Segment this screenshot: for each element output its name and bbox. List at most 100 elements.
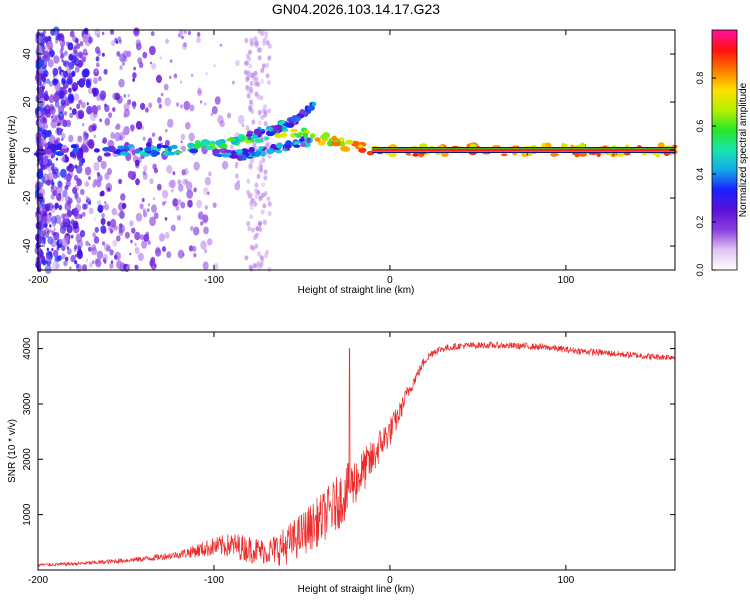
noise-cell (84, 180, 90, 188)
noise-cell (97, 50, 102, 57)
noise-cell (47, 202, 54, 211)
noise-cell (58, 90, 65, 99)
noise-cell (56, 122, 60, 127)
noise-cell (61, 59, 64, 63)
noise-cell (111, 208, 118, 216)
noise-cell (265, 40, 270, 46)
noise-cell (186, 189, 194, 199)
noise-cell (61, 245, 66, 252)
y-tick-label: 1000 (22, 503, 33, 526)
noise-cell (91, 260, 95, 265)
noise-cell (243, 69, 248, 75)
noise-cell (103, 260, 107, 264)
noise-cell (102, 205, 105, 209)
noise-cell (66, 248, 72, 255)
noise-cell (212, 202, 217, 208)
noise-cell (266, 196, 271, 202)
ridge-cell (300, 142, 307, 148)
noise-cell (41, 223, 45, 229)
noise-cell (38, 59, 44, 67)
ridge-cell (469, 143, 477, 148)
chart-title: GN04.2026.103.14.17.G23 (272, 1, 440, 17)
noise-cell (48, 134, 56, 144)
noise-cell (161, 201, 166, 206)
noise-cell (45, 103, 50, 110)
noise-cell (120, 193, 126, 201)
noise-cell (81, 69, 88, 78)
noise-cell (53, 152, 56, 156)
noise-cell (249, 88, 254, 94)
noise-cell (44, 142, 49, 149)
noise-cell (91, 244, 97, 252)
noise-cell (44, 73, 48, 78)
noise-cell (76, 43, 81, 49)
ridge-cell (501, 153, 508, 157)
noise-cell (146, 208, 150, 213)
noise-cell (248, 71, 253, 78)
noise-cell (106, 221, 111, 227)
noise-cell (42, 173, 49, 183)
noise-cell (262, 203, 267, 209)
noise-cell (119, 223, 123, 229)
ridge-cell (655, 152, 661, 158)
noise-cell (196, 199, 203, 209)
noise-cell (141, 240, 148, 249)
ridge-cell (241, 154, 247, 161)
noise-cell (207, 238, 213, 246)
colorbar-tick-label: 0.4 (695, 168, 705, 181)
ridge-cell (221, 153, 230, 158)
ridge-cell (161, 144, 169, 149)
ridge-cell (293, 144, 301, 148)
noise-cell (75, 177, 80, 183)
noise-cell (148, 137, 152, 143)
ridge-cell (275, 149, 283, 154)
noise-cell (176, 215, 181, 221)
ridge-cell (72, 148, 80, 154)
ridge-cell (412, 152, 419, 157)
noise-cell (246, 178, 251, 184)
noise-cell (193, 187, 197, 193)
noise-cell (85, 240, 89, 246)
noise-cell (56, 168, 59, 172)
noise-cell (262, 219, 267, 225)
noise-cell (168, 75, 172, 80)
noise-cell (42, 55, 47, 61)
colorbar-gradient (712, 30, 737, 270)
noise-cell (246, 221, 251, 227)
noise-cell (102, 257, 107, 263)
noise-cell (60, 53, 64, 60)
noise-cell (244, 60, 249, 66)
snr-frame (37, 331, 676, 571)
ridge-cell (298, 138, 305, 142)
noise-cell (164, 139, 170, 147)
ridge-cell (246, 130, 254, 135)
noise-cell (114, 254, 118, 260)
noise-cell (92, 88, 98, 96)
noise-cell (204, 176, 211, 186)
noise-cell (114, 125, 118, 130)
noise-cell (71, 70, 76, 77)
colorbar-tick-label: 0.2 (695, 216, 705, 229)
noise-cell (81, 101, 86, 109)
noise-cell (163, 83, 169, 91)
noise-cell (135, 120, 143, 130)
noise-cell (66, 41, 70, 46)
noise-cell (134, 242, 137, 247)
noise-cell (88, 176, 91, 180)
noise-cell (177, 249, 185, 259)
noise-cell (76, 103, 81, 110)
noise-cell (44, 55, 47, 58)
noise-cell (49, 229, 52, 233)
noise-cell (263, 121, 268, 127)
ridge-cell (127, 144, 134, 148)
noise-cell (131, 227, 136, 234)
noise-cell (91, 123, 97, 132)
noise-cell (39, 115, 46, 124)
noise-cell (110, 260, 114, 264)
ridge-cell (93, 148, 100, 153)
noise-cell (76, 239, 84, 249)
noise-cell (248, 63, 253, 69)
noise-cell (53, 228, 56, 231)
noise-cell (188, 132, 195, 142)
noise-cell (37, 101, 43, 110)
